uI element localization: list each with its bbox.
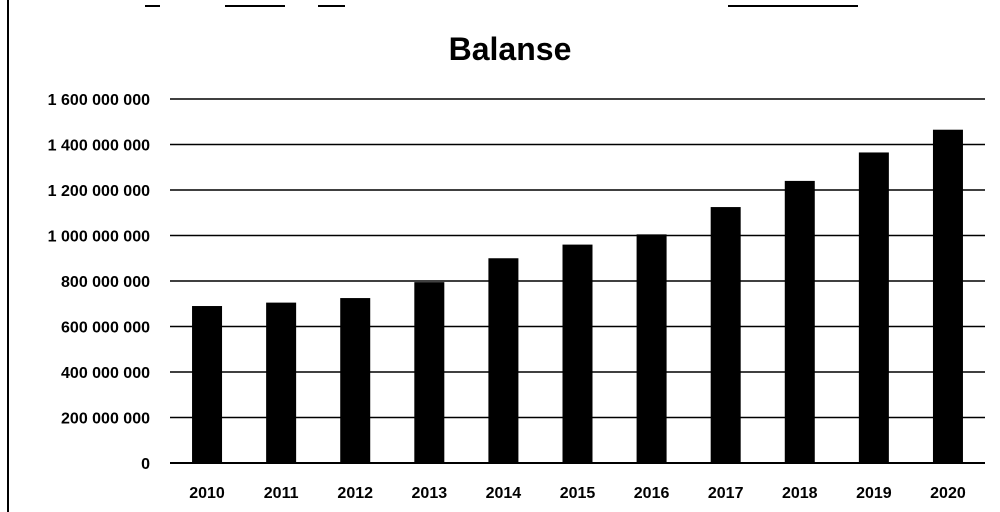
y-tick-label: 800 000 000 [61,274,150,291]
y-tick-label: 400 000 000 [61,365,150,382]
y-tick-label: 1 400 000 000 [48,138,150,155]
bar-2019 [858,152,889,463]
x-tick-label: 2017 [708,485,744,502]
y-tick-label: 0 [141,456,150,473]
y-tick-label: 600 000 000 [61,320,150,337]
y-tick-label: 1 600 000 000 [48,92,150,109]
x-tick-label: 2018 [782,485,818,502]
y-tick-label: 1 000 000 000 [48,229,150,246]
x-tick-label: 2016 [634,485,670,502]
bar-2016 [636,234,667,463]
x-axis-tick-labels: 2010 2011 2012 2013 2014 2015 2016 2017 2018 2019… [189,485,966,502]
bar-2018 [784,180,815,463]
bar-2010 [192,306,223,463]
bar-2015 [562,244,593,463]
x-tick-label: 2011 [264,485,299,502]
x-tick-label: 2020 [930,485,966,502]
x-tick-label: 2015 [560,485,596,502]
bar-2011 [266,302,297,463]
bars [192,129,963,463]
bar-2020 [932,129,963,463]
x-tick-label: 2013 [412,485,448,502]
bar-2012 [340,298,371,463]
y-tick-label: 200 000 000 [61,411,150,428]
y-axis-tick-labels: 0 200 000 000 400 000 000 600 000 000 800 00… [48,92,150,473]
bar-2013 [414,282,445,463]
bar-2017 [710,207,741,463]
bar-2014 [488,258,519,463]
x-tick-label: 2019 [856,485,892,502]
x-tick-label: 2014 [486,485,522,502]
x-tick-label: 2010 [189,485,225,502]
y-tick-label: 1 200 000 000 [48,183,150,200]
chart-title: Balanse [449,31,572,67]
x-tick-label: 2012 [337,485,373,502]
